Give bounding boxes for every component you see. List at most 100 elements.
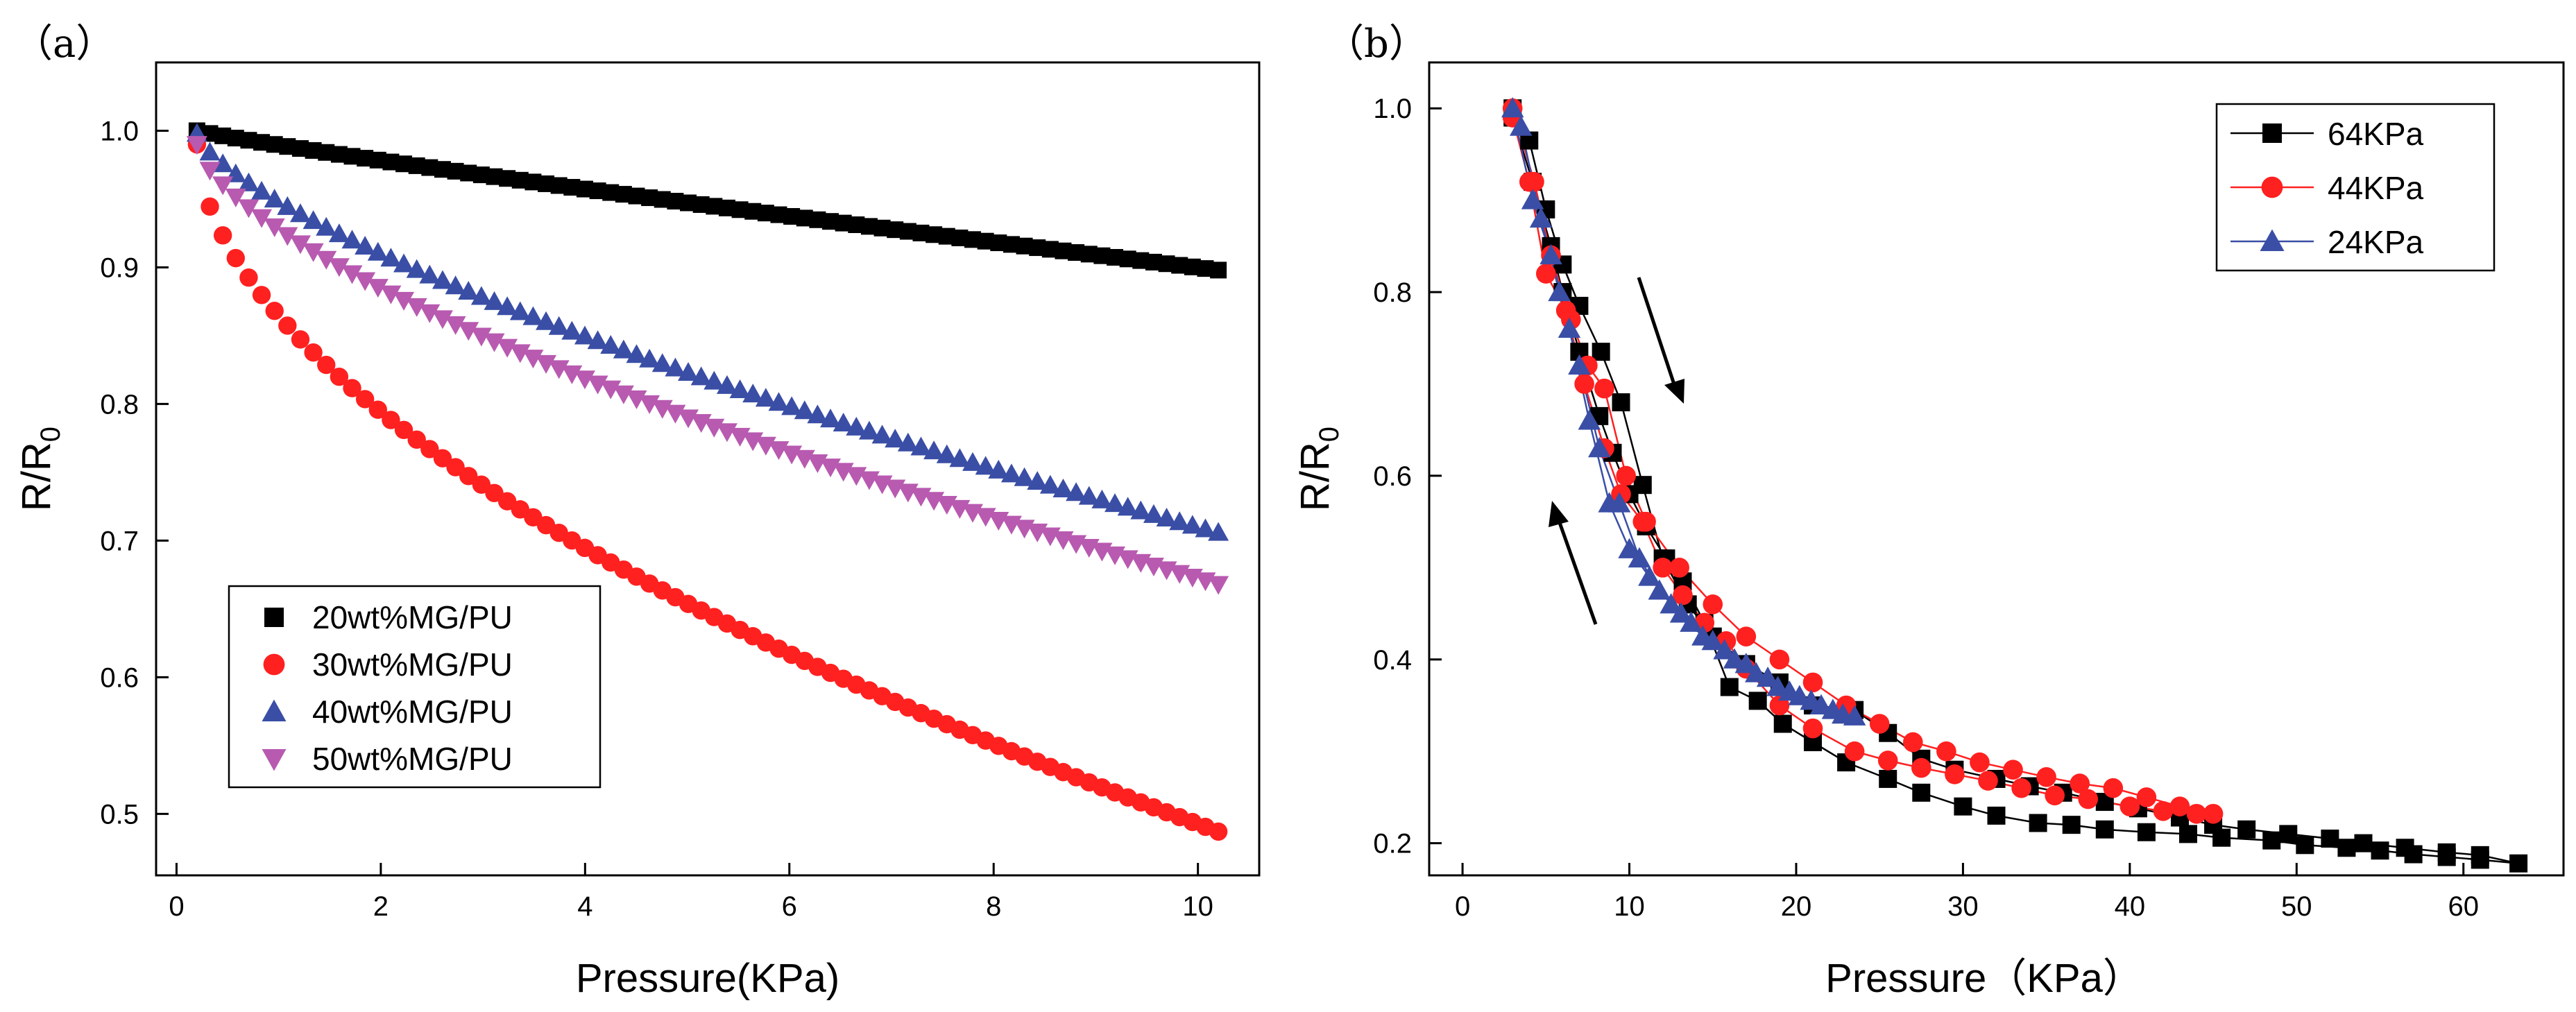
- panel-b-point: [2078, 789, 2099, 809]
- panel-a-point: [328, 258, 350, 277]
- panel-b-point: [1638, 565, 1661, 586]
- panel-b-axes: 0 10 20 30 40 50 60 0.2 0.4 0.6 0.8 1.0: [1373, 94, 2479, 922]
- panel-b-point: [1691, 625, 1714, 646]
- panel-b-legend-label: 24KPa: [2328, 224, 2424, 260]
- panel-a-point: [613, 385, 634, 404]
- panel-a-x-tick-label: 0: [169, 891, 184, 922]
- panel-b-point: [1978, 771, 1998, 791]
- panel-a-point: [213, 226, 232, 245]
- panel-b-point: [1616, 465, 1637, 486]
- panel-a-x-tick-label: 8: [986, 891, 1001, 922]
- panel-a-plot-frame: [155, 61, 1261, 877]
- panel-a-point: [678, 362, 699, 381]
- panel-b-point: [2296, 836, 2314, 855]
- panel-b-point: [1912, 783, 1931, 802]
- panel-a-point: [716, 375, 737, 394]
- panel-a-point: [574, 370, 595, 390]
- panel-b-point: [1558, 317, 1581, 338]
- panel-a-point: [382, 411, 400, 429]
- panel-b-y-axis-subscript: 0: [1314, 427, 1345, 442]
- panel-b-point: [1574, 374, 1594, 394]
- panel-a-point: [367, 279, 389, 298]
- panel-b-x-tick-label: 60: [2448, 891, 2479, 922]
- panel-b-point: [2179, 825, 2198, 843]
- panel-a-x-tick-label: 6: [782, 891, 797, 922]
- panel-a-point: [1039, 474, 1061, 494]
- panel-a-data-marks: [186, 122, 1229, 841]
- panel-a-point: [472, 475, 491, 494]
- panel-b-point: [1911, 757, 1931, 778]
- panel-b-point: [1594, 378, 1614, 399]
- panel-b-plot-frame: [1428, 61, 2565, 877]
- panel-b-point: [1987, 806, 2006, 825]
- panel-a-point: [561, 320, 583, 340]
- panel-a-point: [1209, 822, 1228, 841]
- panel-a-point: [393, 253, 415, 273]
- panel-b-point: [1879, 769, 1897, 788]
- panel-a-point: [1169, 511, 1191, 531]
- panel-a-point: [355, 272, 376, 291]
- panel-a-point: [794, 400, 815, 420]
- panel-a-point: [330, 367, 349, 386]
- panel-a-y-tick-label: 1.0: [100, 116, 139, 146]
- panel-a-point: [277, 196, 298, 215]
- panel-b-point: [2371, 841, 2389, 860]
- panel-a-point: [355, 390, 375, 409]
- panel-b-point: [1607, 492, 1631, 513]
- panel-b-point: [1509, 115, 1533, 136]
- panel-a-point: [277, 227, 298, 246]
- panel-a-point: [897, 432, 919, 452]
- panel-a-point: [238, 172, 259, 191]
- panel-a-point: [459, 467, 478, 486]
- panel-a-point: [186, 136, 207, 155]
- panel-b-point: [1778, 680, 1801, 701]
- panel-a-point: [651, 353, 673, 372]
- panel-b-legend-label: 44KPa: [2328, 170, 2424, 206]
- panel-b-point: [1756, 667, 1780, 687]
- panel-a-x-tick-label: 4: [577, 891, 592, 922]
- panel-b-point: [2036, 767, 2056, 787]
- panel-b-data-marks: [1501, 96, 2528, 873]
- panel-a-point: [548, 316, 570, 335]
- panel-a-legend-marker: [263, 653, 285, 676]
- panel-a-point: [936, 444, 957, 463]
- panel-a-y-tick-label: 0.6: [100, 662, 139, 693]
- panel-a-point: [1208, 522, 1229, 541]
- panel-b-y-tick-label: 0.2: [1373, 829, 1412, 859]
- panel-b-point: [2262, 831, 2281, 850]
- panel-a-point: [665, 404, 686, 424]
- panel-a-point: [367, 241, 389, 261]
- panel-a-legend-label: 40wt%MG/PU: [312, 694, 513, 730]
- panel-a-point: [497, 296, 518, 316]
- panel-b-point: [2471, 846, 2489, 864]
- panel-a-legend: 20wt%MG/PU 30wt%MG/PU 40wt%MG/PU 50wt%MG/PU: [228, 585, 602, 789]
- panel-a-legend-box: [228, 585, 602, 789]
- panel-a-point: [316, 250, 337, 270]
- panel-a-point: [1195, 518, 1216, 538]
- panel-a-point: [302, 210, 324, 230]
- panel-b-y-tick-label: 0.6: [1373, 461, 1412, 492]
- panel-b-point: [2136, 787, 2157, 807]
- panel-a-legend-label: 50wt%MG/PU: [312, 741, 513, 777]
- panel-a-point: [458, 280, 479, 300]
- panel-a-point: [497, 338, 518, 358]
- panel-a-point: [561, 365, 583, 384]
- panel-a-point: [394, 420, 413, 440]
- panel-a-y-axis-title: R/R0: [14, 427, 66, 511]
- panel-a-point: [316, 216, 337, 236]
- panel-b-point: [1720, 678, 1739, 696]
- panel-a-point: [509, 301, 531, 320]
- panel-b-point: [1633, 476, 1652, 495]
- panel-b-point: [2337, 839, 2356, 857]
- panel-b-point: [1529, 207, 1553, 228]
- panel-b-x-tick-label: 50: [2281, 891, 2312, 922]
- panel-b-point: [1844, 741, 1865, 762]
- panel-b-point: [1843, 705, 1866, 726]
- panel-a-point: [406, 259, 427, 278]
- panel-b-point: [1773, 714, 1792, 733]
- panel-b-point: [1869, 714, 1890, 734]
- panel-b-point: [1954, 797, 1972, 816]
- panel-a-point: [651, 400, 673, 419]
- panel-a-point: [639, 395, 660, 414]
- panel-b-point: [2279, 825, 2298, 843]
